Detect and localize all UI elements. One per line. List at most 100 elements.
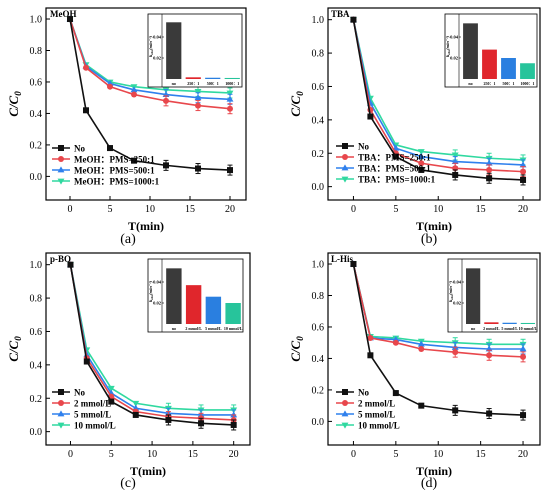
y-axis-title-main: C/C: [6, 95, 21, 116]
inset-y-axis-title-part: (min⁻¹): [445, 35, 450, 49]
y-axis-title-sub: 0: [295, 336, 305, 341]
y-tick-label: 0.6: [312, 82, 325, 93]
inset-category-label: no: [471, 326, 475, 331]
legend-entry: No: [358, 388, 369, 398]
inset-category-label: 1000：1: [225, 81, 239, 86]
legend-entry: No: [74, 388, 85, 398]
y-tick-label: 0.6: [30, 327, 43, 338]
data-point: [83, 107, 89, 114]
inset-y-tick-label: 0.02: [153, 56, 162, 61]
inset-frame: [147, 13, 243, 88]
legend-entry: MeOH：PMS=250:1: [74, 155, 155, 165]
inset-frame: [447, 258, 538, 333]
y-axis-title: C/C0: [6, 336, 23, 362]
data-point: [132, 400, 140, 407]
legend-entry: TBA：PMS=250:1: [358, 153, 431, 163]
y-axis-title: C/C0: [288, 336, 305, 362]
legend-marker: [341, 164, 349, 171]
y-tick-label: 1.0: [312, 15, 325, 26]
data-point: [392, 390, 399, 397]
panel-tag: p-BQ: [50, 254, 71, 264]
x-tick-label: 5: [393, 204, 398, 215]
legend-marker: [58, 389, 64, 395]
y-tick-label: 0.2: [312, 149, 325, 160]
x-tick-label: 15: [476, 449, 486, 460]
inset-category-label: 5 mmol/L: [501, 326, 518, 331]
data-point: [195, 165, 201, 172]
legend-marker: [342, 154, 348, 160]
data-point: [132, 411, 139, 418]
data-point: [163, 97, 169, 104]
data-point: [230, 411, 238, 418]
data-point: [367, 334, 374, 341]
inset-y-tick-label: 0.02: [450, 56, 459, 61]
x-axis-title: T(min): [130, 464, 166, 478]
x-axis-title: T(min): [416, 464, 452, 478]
legend-marker: [58, 400, 64, 406]
inset-y-tick-label: 0.04: [450, 35, 459, 40]
data-point: [451, 152, 459, 159]
x-tick-label: 10: [147, 449, 157, 460]
inset-bar: [205, 77, 221, 79]
data-point: [83, 64, 89, 71]
legend-marker: [58, 145, 64, 151]
data-point: [417, 149, 425, 156]
y-tick-label: 0.8: [312, 49, 325, 60]
x-tick-label: 20: [518, 449, 528, 460]
data-point: [350, 261, 357, 268]
data-point: [486, 410, 493, 417]
y-axis-title-main: C/C: [6, 340, 21, 361]
data-point: [519, 345, 527, 352]
inset-y-axis-title: kobs(min⁻¹): [148, 35, 154, 57]
data-point: [67, 261, 74, 268]
inset-y-axis-title-part: k: [148, 54, 153, 57]
plot-frame: [45, 252, 251, 446]
inset-bar: [185, 77, 201, 79]
legend-entry: 2 mmol/L: [74, 399, 111, 409]
inset-category-label: no: [172, 81, 176, 86]
inset-bar: [185, 285, 202, 324]
x-tick-label: 10: [145, 204, 155, 215]
inset-category-label: 5 mmol/L: [205, 326, 222, 331]
legend-entry: TBA：PMS=1000:1: [358, 175, 436, 185]
y-tick-label: 0.2: [30, 394, 43, 405]
data-point: [417, 340, 425, 347]
data-point: [83, 358, 90, 365]
y-axis-title: C/C0: [288, 91, 305, 117]
inset-bar: [501, 58, 516, 79]
data-point: [418, 402, 425, 409]
inset-category-label: 10 mmol/L: [224, 326, 243, 331]
data-point: [486, 175, 493, 182]
inset-y-tick-label: 0.04: [453, 280, 462, 285]
legend-marker: [57, 166, 65, 173]
x-tick-label: 5: [393, 449, 398, 460]
inset-bar: [484, 322, 499, 324]
inset-category-label: 500：1: [207, 81, 219, 86]
legend-marker: [341, 176, 349, 183]
y-tick-label: 0.6: [30, 77, 43, 88]
y-tick-label: 0.2: [312, 385, 325, 396]
y-tick-label: 0.4: [30, 360, 43, 371]
data-point: [194, 94, 202, 101]
plot-frame: [327, 252, 541, 446]
y-tick-label: 0.4: [312, 115, 325, 126]
data-point: [130, 86, 138, 93]
inset-y-axis-title-part: k: [445, 54, 450, 57]
data-point: [520, 168, 527, 175]
legend-entry: 10 mmol/L: [74, 421, 116, 431]
x-tick-label: 0: [351, 449, 356, 460]
inset-category-label: 250：1: [484, 81, 496, 86]
legend-entry: No: [74, 144, 85, 154]
x-tick-label: 15: [185, 204, 195, 215]
x-tick-label: 0: [351, 204, 356, 215]
data-point: [198, 420, 205, 427]
inset-category-label: 2 mmol/L: [185, 326, 202, 331]
y-axis-title-main: C/C: [288, 340, 303, 361]
plot-frame: [327, 7, 541, 201]
data-point: [451, 158, 459, 164]
legend-entry: 2 mmol/L: [358, 399, 395, 409]
legend-entry: 5 mmol/L: [74, 410, 111, 420]
chart-panel-1: 0 5 10 15 200.00.20.40.60.81.0T(min)C/C0MeOH…: [6, 7, 247, 247]
